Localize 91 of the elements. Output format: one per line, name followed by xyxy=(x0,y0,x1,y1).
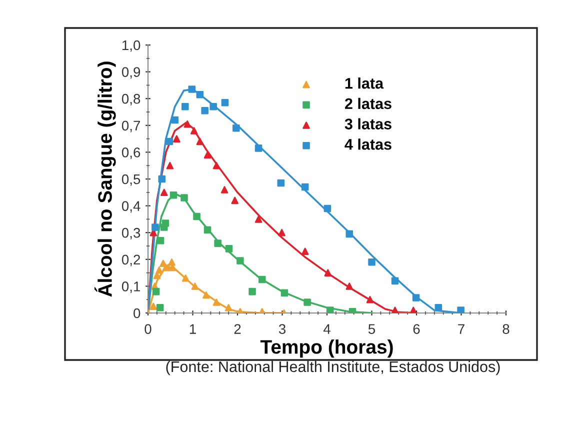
point xyxy=(150,302,158,310)
point xyxy=(193,212,200,220)
y-tick-label: 0 xyxy=(134,308,140,318)
x-tick-label: 6 xyxy=(413,324,420,334)
point xyxy=(391,277,399,284)
legend-label: 3 latas xyxy=(344,118,392,130)
point xyxy=(224,304,232,312)
point xyxy=(258,276,266,284)
point xyxy=(182,103,189,110)
point xyxy=(158,175,166,183)
y-tick-label: 0,6 xyxy=(122,148,140,160)
point xyxy=(368,258,376,266)
point xyxy=(324,269,332,276)
point xyxy=(204,226,212,234)
point xyxy=(434,304,442,312)
point xyxy=(412,294,420,302)
y-tick-label: 0,8 xyxy=(122,94,140,106)
line-series xyxy=(148,192,373,313)
point xyxy=(212,298,220,306)
point xyxy=(254,144,262,152)
point xyxy=(152,288,160,296)
point xyxy=(152,224,159,231)
point xyxy=(366,296,374,304)
y-axis-title: Álcool no Sangue (g/litro) xyxy=(94,62,116,297)
point xyxy=(248,288,256,296)
x-tick-label: 1 xyxy=(190,324,196,334)
point xyxy=(182,274,190,282)
y-tick-label: 0,4 xyxy=(122,201,140,213)
point xyxy=(166,138,174,146)
point xyxy=(277,179,285,187)
point xyxy=(171,116,178,124)
point xyxy=(212,162,220,170)
point xyxy=(180,194,188,202)
point xyxy=(280,289,288,297)
point xyxy=(324,204,332,212)
point xyxy=(210,103,217,110)
point xyxy=(346,230,354,238)
y-tick-label: 0,5 xyxy=(122,174,140,186)
x-tick-label: 0 xyxy=(144,324,152,334)
point xyxy=(326,306,334,313)
point xyxy=(196,90,204,98)
x-tick-label: 8 xyxy=(502,324,510,334)
point xyxy=(278,228,286,236)
y-tick-label: 0,1 xyxy=(122,282,140,294)
point xyxy=(457,306,464,313)
point xyxy=(190,127,198,134)
y-tick-label: 1,0 xyxy=(122,40,140,52)
point xyxy=(346,282,354,290)
x-axis-title: Tempo (horas) xyxy=(260,339,393,358)
y-tick-label: 0,9 xyxy=(122,67,140,79)
y-tick-label: 0,7 xyxy=(122,120,140,132)
point xyxy=(188,86,196,93)
point xyxy=(202,291,210,299)
point xyxy=(232,124,240,132)
point xyxy=(160,188,168,196)
point xyxy=(391,306,399,313)
point xyxy=(201,107,208,114)
legend-label: 4 latas xyxy=(344,138,392,150)
x-tick-label: 7 xyxy=(458,324,464,334)
legend-label: 1 lata xyxy=(345,78,384,89)
point xyxy=(156,266,163,274)
point xyxy=(204,151,212,159)
point xyxy=(301,183,309,191)
x-tick-label: 5 xyxy=(368,324,376,334)
point xyxy=(170,191,178,199)
point xyxy=(162,220,170,227)
point xyxy=(156,304,164,312)
y-tick-label: 0,2 xyxy=(122,254,140,266)
point xyxy=(231,196,238,204)
point xyxy=(196,138,204,146)
x-tick-label: 3 xyxy=(278,324,286,334)
point xyxy=(191,282,199,290)
point xyxy=(214,240,222,247)
point xyxy=(173,135,180,142)
point xyxy=(236,257,244,264)
y-tick-label: 0,3 xyxy=(122,228,140,240)
point xyxy=(225,245,233,252)
point xyxy=(156,237,164,244)
point xyxy=(221,98,229,106)
point xyxy=(184,120,192,128)
legend-label: 2 latas xyxy=(344,98,392,110)
point xyxy=(254,216,262,223)
x-tick-label: 4 xyxy=(323,324,330,334)
point xyxy=(301,248,309,255)
x-tick-label: 2 xyxy=(234,324,241,334)
text: (Fonte: National Health Institute, Estados Unidos) xyxy=(166,360,500,376)
point xyxy=(166,162,174,170)
point xyxy=(220,186,228,194)
point xyxy=(304,298,311,306)
point xyxy=(410,306,418,313)
point xyxy=(168,258,176,266)
